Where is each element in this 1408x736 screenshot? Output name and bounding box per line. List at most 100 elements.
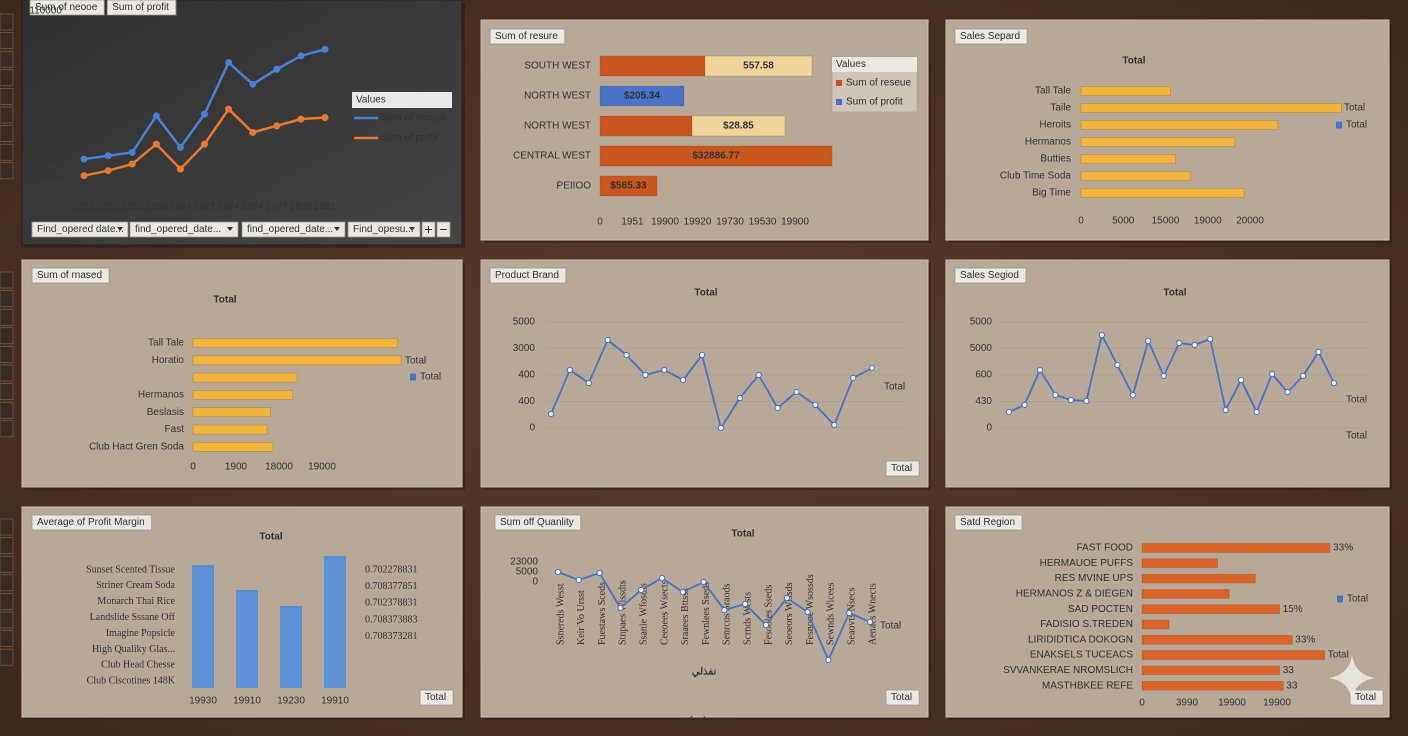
category-label: Horatio <box>152 355 185 366</box>
category-label: Club Hact Gren Soda <box>89 441 184 452</box>
title-button-box <box>31 267 110 284</box>
bar <box>192 390 294 400</box>
dropdown-arrow <box>227 227 233 231</box>
x-tick-label: Fuestaws Sceds <box>597 582 608 645</box>
point <box>297 115 305 123</box>
y-tick-label: 30000 <box>34 139 62 150</box>
y-tick-label: 20000 <box>34 155 62 166</box>
total-button-box <box>885 460 920 477</box>
value-text: 0.708377851 <box>365 581 418 592</box>
watermark-site: nafezly.com <box>679 716 732 727</box>
watermark-arabic: نفذلي <box>692 667 717 678</box>
point <box>104 167 112 175</box>
row-label: Club Head Chesse <box>101 660 175 671</box>
y-tick-label: 110000 <box>29 6 62 17</box>
point <box>1238 376 1245 384</box>
point <box>321 45 329 53</box>
point <box>1098 331 1105 339</box>
point <box>1160 372 1167 380</box>
point <box>547 410 555 418</box>
category-label: Big Time <box>1032 188 1071 199</box>
point <box>679 588 686 596</box>
row-header: 3 <box>4 54 10 65</box>
x-tick-label: 1951 <box>97 202 120 213</box>
x-tick-label: 1971 <box>193 202 216 213</box>
row-header: 6 <box>4 330 10 341</box>
x-tick-label: 19730 <box>716 217 744 228</box>
x-tick-label: Sewnds Wicees <box>826 582 837 645</box>
point <box>1052 391 1059 399</box>
title-button: Product Brand <box>495 270 559 281</box>
y-tick-label: 400 <box>518 396 535 407</box>
row-label: Sunset Scented Tissue <box>86 564 175 575</box>
point <box>249 128 257 136</box>
bar <box>192 424 268 435</box>
x-tick-label: 1970 <box>290 202 313 213</box>
x-tick-label: Scrnds Wests <box>742 592 753 645</box>
dropdown-arrow <box>117 227 123 231</box>
x-tick-label: 15000 <box>1152 216 1180 227</box>
point <box>297 52 305 60</box>
bar <box>599 55 706 77</box>
panel <box>480 506 929 718</box>
x-tick-label: Fesnooe Wsossds <box>805 574 816 645</box>
bar <box>1080 103 1342 113</box>
x-tick-label: Ssnereds Wesst <box>555 583 566 645</box>
title-button-box <box>954 267 1027 284</box>
category-label: SAD POCTEN <box>1068 604 1133 615</box>
total-button: Total <box>1355 692 1376 703</box>
row-header-cell <box>0 383 14 400</box>
point <box>201 110 208 118</box>
x-tick-label: 1981 <box>314 202 337 213</box>
row-header: 11 <box>1 405 12 416</box>
point <box>585 379 592 387</box>
point <box>596 569 603 577</box>
point <box>566 366 573 374</box>
data-label: Total <box>1328 650 1349 661</box>
y-tick-label: 5000 <box>970 317 993 328</box>
bar <box>1141 665 1280 676</box>
row-header-cell <box>0 13 14 31</box>
y-tick-label: 0 <box>529 423 535 434</box>
point <box>1145 337 1152 345</box>
total-button: Total <box>891 692 912 703</box>
title-button-box <box>31 514 153 531</box>
x-tick-label: 1951 <box>621 217 644 228</box>
x-tick-label: 19530 <box>749 217 777 228</box>
x-tick-label: Sraaees Bttsss <box>680 588 691 645</box>
legend-label: Sum of reseue <box>846 78 911 89</box>
chart-title: Total <box>1122 56 1145 67</box>
annotation: Total <box>1346 431 1367 442</box>
row-header: A <box>3 275 10 286</box>
row-header-cell <box>0 574 14 592</box>
legend-label: Total <box>1347 594 1368 605</box>
y-tick-label: 5000 <box>970 343 993 354</box>
point <box>762 621 770 629</box>
point <box>850 374 857 382</box>
category-label: FAST FOOD <box>1077 543 1134 554</box>
point <box>658 574 666 582</box>
value-text: 0.702378831 <box>365 598 418 609</box>
filter-button: Find_opered date... <box>37 224 124 235</box>
row-label: Imagine Popsicle <box>106 628 176 639</box>
bar <box>1141 680 1284 691</box>
data-label: $28.85 <box>723 121 754 132</box>
row-header: A <box>3 522 10 533</box>
x-tick-label: 1900 <box>225 462 248 473</box>
row-header-cell <box>0 648 14 666</box>
row-label: Club Ciscotines 148K <box>87 676 176 687</box>
row-header: 4 <box>4 72 10 83</box>
y-tick-label: 10000 <box>34 172 62 183</box>
point <box>804 608 811 616</box>
category-label: Club Time Soda <box>1000 171 1072 182</box>
category-label: RES MVINE UPS <box>1055 573 1134 584</box>
title-button-box <box>489 28 566 45</box>
filter-button: Find_opesu... <box>353 224 414 235</box>
point <box>1330 379 1338 387</box>
point <box>104 152 112 160</box>
x-tick-label: 19900 <box>651 217 679 228</box>
row-header: 8 <box>4 596 10 607</box>
row-header-cell <box>0 518 14 536</box>
category-label: Tall Tale <box>1035 86 1071 97</box>
